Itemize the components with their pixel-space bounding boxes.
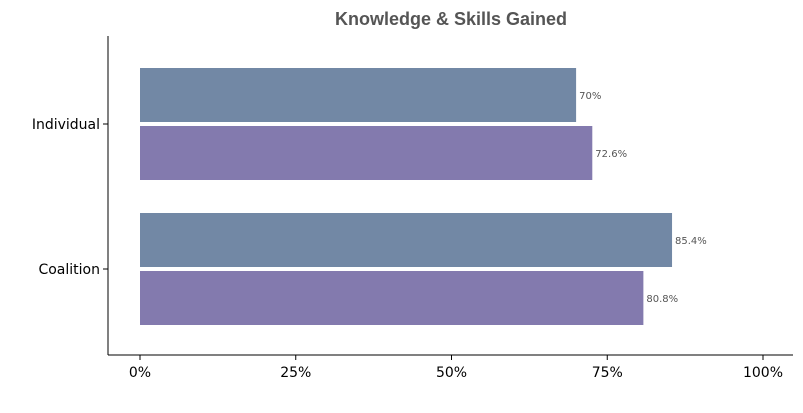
bar-individual-1	[140, 68, 577, 122]
data-label-individual-1: 70%	[579, 91, 601, 102]
x-axis: 0% 25% 50% 75% 100%	[129, 355, 783, 381]
x-tick-label-0: 0%	[129, 365, 151, 381]
bar-coalition-2	[140, 271, 644, 325]
bar-individual-2	[140, 126, 593, 180]
x-tick-label-75: 75%	[592, 365, 623, 381]
y-tick-label-coalition: Coalition	[38, 262, 100, 278]
chart-title: Knowledge & Skills Gained	[335, 9, 567, 29]
bars-group	[140, 68, 673, 325]
x-tick-label-100: 100%	[743, 365, 783, 381]
bar-coalition-1	[140, 213, 673, 267]
data-label-coalition-2: 80.8%	[646, 294, 678, 305]
data-label-individual-2: 72.6%	[595, 149, 627, 160]
y-tick-label-individual: Individual	[32, 117, 100, 133]
data-labels-group: 70% 72.6% 85.4% 80.8%	[579, 91, 707, 305]
y-axis: Individual Coalition	[32, 117, 108, 278]
data-label-coalition-1: 85.4%	[675, 236, 707, 247]
x-tick-label-50: 50%	[436, 365, 467, 381]
x-tick-label-25: 25%	[280, 365, 311, 381]
